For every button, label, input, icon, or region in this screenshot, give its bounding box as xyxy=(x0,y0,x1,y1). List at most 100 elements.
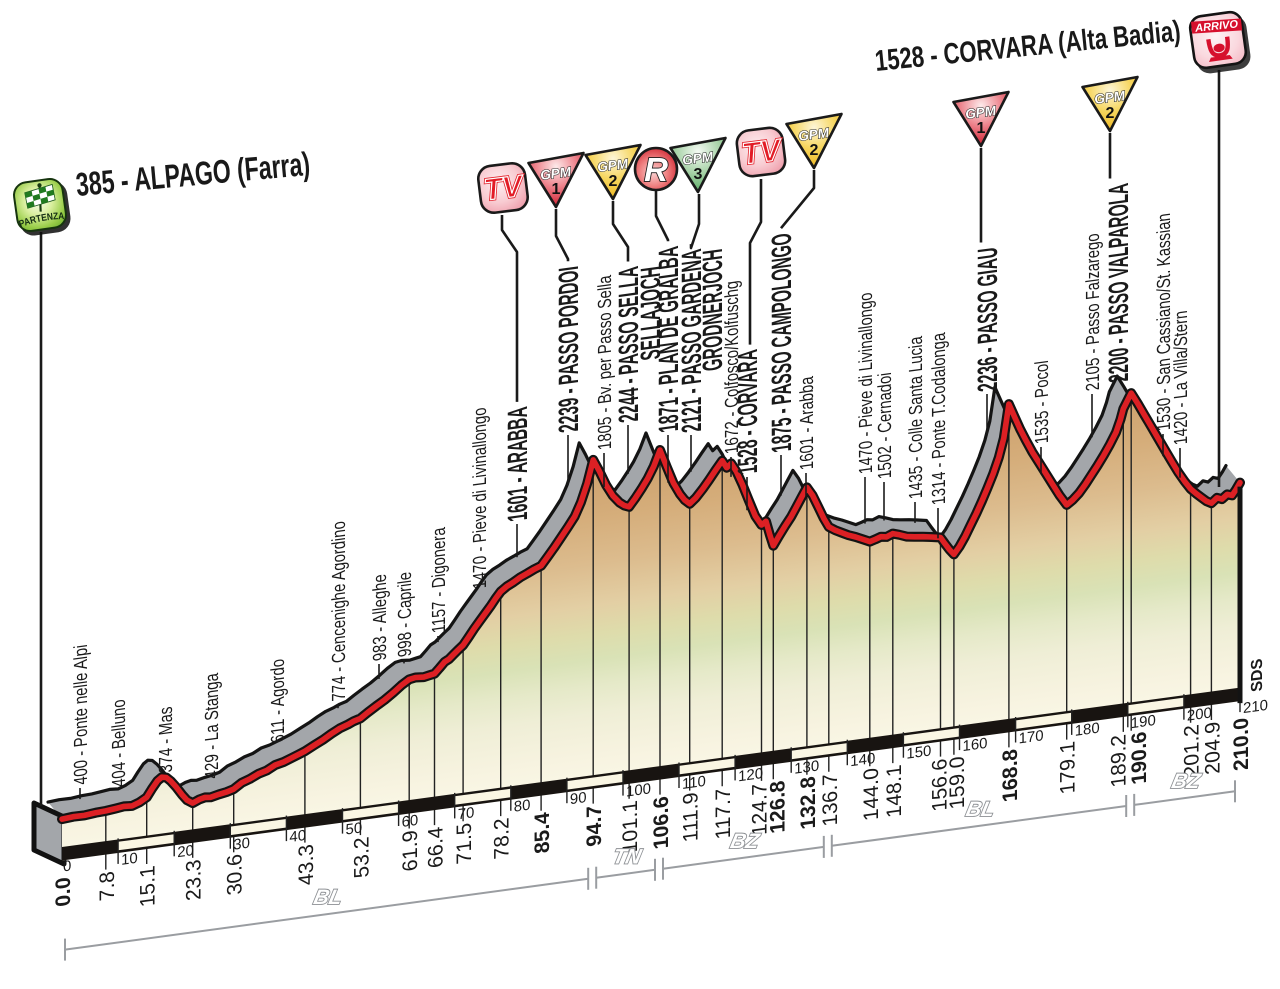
svg-text:429 - La Stanga: 429 - La Stanga xyxy=(200,672,222,781)
svg-text:SELLAJOCH: SELLAJOCH xyxy=(634,265,666,363)
svg-text:90: 90 xyxy=(570,789,587,808)
svg-text:120: 120 xyxy=(738,765,763,785)
svg-text:15.1: 15.1 xyxy=(137,864,160,908)
svg-text:611 - Agordo: 611 - Agordo xyxy=(266,658,288,745)
svg-text:61.9: 61.9 xyxy=(399,829,422,873)
svg-text:106.6: 106.6 xyxy=(650,795,673,851)
svg-text:1435 - Colle Santa Lucia: 1435 - Colle Santa Lucia xyxy=(904,335,926,501)
svg-text:94.7: 94.7 xyxy=(583,804,606,848)
svg-text:168.8: 168.8 xyxy=(999,747,1022,803)
svg-text:1470 - Pieve di Livinallongo: 1470 - Pieve di Livinallongo xyxy=(854,291,876,475)
svg-text:GPM: GPM xyxy=(539,164,572,183)
svg-text:110: 110 xyxy=(682,773,706,793)
svg-text:144.0: 144.0 xyxy=(860,767,883,823)
svg-text:998 - Caprile: 998 - Caprile xyxy=(393,571,415,659)
svg-text:400 - Ponte nelle Alpi: 400 - Ponte nelle Alpi xyxy=(69,643,91,786)
svg-text:2244 - PASSO SELLA: 2244 - PASSO SELLA xyxy=(612,265,644,425)
svg-text:132.8: 132.8 xyxy=(797,775,820,831)
svg-text:160: 160 xyxy=(963,735,988,755)
svg-text:140: 140 xyxy=(850,750,875,770)
svg-text:2239 - PASSO PORDOI: 2239 - PASSO PORDOI xyxy=(552,264,584,434)
svg-text:404 - Belluno: 404 - Belluno xyxy=(107,698,129,788)
svg-text:190: 190 xyxy=(1131,712,1156,732)
svg-text:201.2: 201.2 xyxy=(1181,723,1204,779)
svg-text:70: 70 xyxy=(458,804,475,823)
svg-text:2105 - Passo Falzarego: 2105 - Passo Falzarego xyxy=(1081,232,1103,392)
svg-text:204.9: 204.9 xyxy=(1201,720,1224,776)
svg-text:101.1: 101.1 xyxy=(619,799,642,855)
svg-text:374 - Mas: 374 - Mas xyxy=(154,706,176,775)
svg-text:23.3: 23.3 xyxy=(183,858,206,902)
svg-text:R: R xyxy=(644,151,668,188)
svg-text:43.3: 43.3 xyxy=(295,843,318,887)
svg-text:30.6: 30.6 xyxy=(224,853,247,897)
svg-text:GPM: GPM xyxy=(964,103,997,122)
svg-text:124.7: 124.7 xyxy=(749,782,772,838)
svg-text:85.4: 85.4 xyxy=(531,811,554,855)
svg-text:30: 30 xyxy=(233,835,250,854)
svg-text:148.1: 148.1 xyxy=(883,763,906,819)
svg-text:210.0: 210.0 xyxy=(1230,716,1253,772)
svg-text:156.6: 156.6 xyxy=(929,757,952,813)
svg-text:TV: TV xyxy=(740,133,785,171)
svg-text:GPM: GPM xyxy=(681,149,714,168)
svg-text:20: 20 xyxy=(177,842,194,861)
svg-text:1601 - Arabba: 1601 - Arabba xyxy=(795,375,817,471)
svg-text:2236 - PASSO GIAU: 2236 - PASSO GIAU xyxy=(971,246,1003,394)
svg-text:GPM: GPM xyxy=(596,156,629,175)
svg-text:983 - Alleghe: 983 - Alleghe xyxy=(368,573,390,662)
svg-text:0.0: 0.0 xyxy=(52,876,75,908)
svg-text:7.8: 7.8 xyxy=(96,870,119,902)
svg-text:0: 0 xyxy=(63,857,71,875)
svg-text:1420 - La Villa/Stern: 1420 - La Villa/Stern xyxy=(1169,309,1191,446)
svg-text:2: 2 xyxy=(1106,105,1115,122)
svg-text:GRODNERJOCH: GRODNERJOCH xyxy=(696,247,728,373)
svg-text:1502 - Cernadoi: 1502 - Cernadoi xyxy=(873,371,895,480)
svg-text:190.6: 190.6 xyxy=(1128,730,1151,786)
svg-text:TN: TN xyxy=(611,846,644,869)
svg-text:50: 50 xyxy=(346,819,363,838)
svg-text:SDS: SDS xyxy=(1248,657,1266,693)
svg-text:100: 100 xyxy=(626,780,651,800)
svg-text:60: 60 xyxy=(402,812,419,831)
svg-text:3: 3 xyxy=(694,166,703,183)
svg-text:1: 1 xyxy=(552,181,561,198)
svg-text:BL: BL xyxy=(312,886,345,909)
svg-text:GPM: GPM xyxy=(1093,88,1126,107)
svg-text:53.2: 53.2 xyxy=(350,835,373,879)
svg-text:10: 10 xyxy=(121,850,138,869)
svg-text:66.4: 66.4 xyxy=(425,825,448,869)
svg-text:130: 130 xyxy=(794,757,819,777)
svg-text:1601 - ARABBA: 1601 - ARABBA xyxy=(501,405,533,523)
svg-text:2121 - PASSO GARDENA: 2121 - PASSO GARDENA xyxy=(675,247,707,434)
svg-text:1157 - Digonera: 1157 - Digonera xyxy=(427,526,449,635)
svg-text:210: 210 xyxy=(1243,697,1268,717)
svg-text:159.0: 159.0 xyxy=(946,755,969,811)
svg-text:1: 1 xyxy=(977,120,986,137)
svg-text:200: 200 xyxy=(1187,704,1212,724)
svg-text:136.7: 136.7 xyxy=(819,772,842,828)
svg-text:189.2: 189.2 xyxy=(1107,733,1130,789)
svg-text:1528 - CORVARA: 1528 - CORVARA xyxy=(731,348,763,477)
svg-text:1871 - PLAN DE GRALBA: 1871 - PLAN DE GRALBA xyxy=(652,245,684,435)
svg-text:1314 - Ponte T.Codalonga: 1314 - Ponte T.Codalonga xyxy=(927,331,949,506)
svg-text:TV: TV xyxy=(482,169,527,207)
svg-text:179.1: 179.1 xyxy=(1057,740,1080,796)
svg-text:78.2: 78.2 xyxy=(491,816,514,860)
svg-text:2: 2 xyxy=(609,173,618,190)
svg-text:TV: TV xyxy=(482,169,527,207)
svg-text:1535 - Pocol: 1535 - Pocol xyxy=(1030,359,1052,445)
svg-text:1805 - Bv. per Passo Sella: 1805 - Bv. per Passo Sella xyxy=(593,274,615,452)
svg-text:180: 180 xyxy=(1075,720,1100,740)
svg-text:ARRIVO: ARRIVO xyxy=(1194,18,1239,35)
svg-text:774 - Cencenighe Agordino: 774 - Cencenighe Agordino xyxy=(327,520,349,703)
svg-text:117.7: 117.7 xyxy=(712,787,735,841)
svg-text:1470 - Pieve di Livinallongo: 1470 - Pieve di Livinallongo xyxy=(468,406,490,590)
svg-text:1530 - San Cassiano/St. Kassia: 1530 - San Cassiano/St. Kassian xyxy=(1152,212,1174,432)
svg-text:80: 80 xyxy=(514,797,531,816)
svg-text:BL: BL xyxy=(964,798,997,821)
svg-text:GPM: GPM xyxy=(797,125,830,144)
svg-text:40: 40 xyxy=(289,827,306,846)
svg-text:1875 - PASSO CAMPOLONGO: 1875 - PASSO CAMPOLONGO xyxy=(765,231,797,454)
svg-text:2200 - PASSO VALPAROLA: 2200 - PASSO VALPAROLA xyxy=(1102,182,1134,385)
